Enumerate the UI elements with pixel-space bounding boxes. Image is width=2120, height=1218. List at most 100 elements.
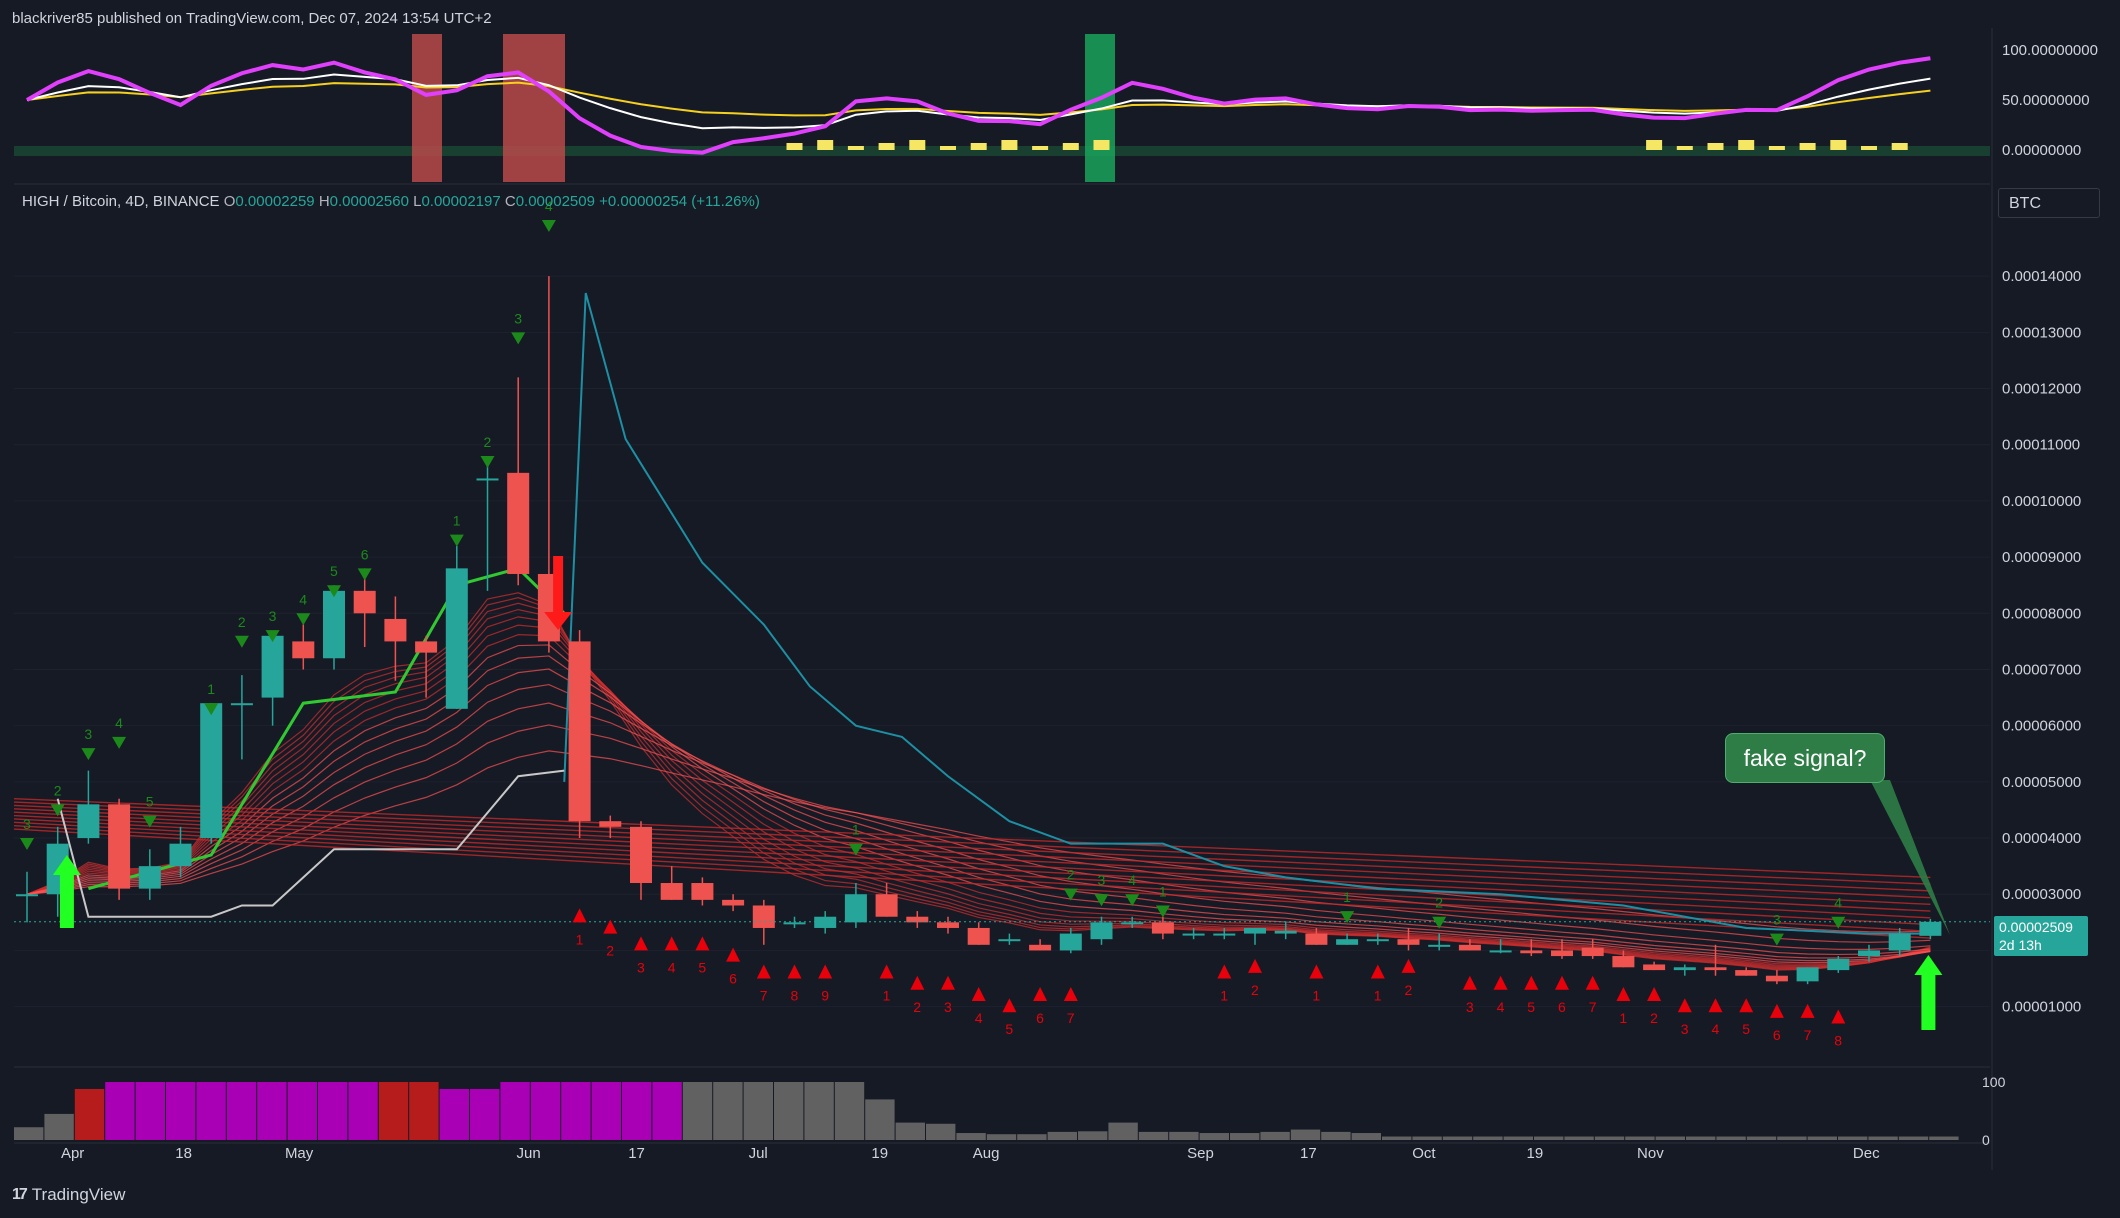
td-sell-count: 2 xyxy=(238,614,246,630)
volume-bar xyxy=(439,1088,469,1140)
time-tick-label: 19 xyxy=(1527,1145,1544,1162)
candle-body xyxy=(169,843,192,867)
candle-body xyxy=(660,883,683,900)
td-buy-count: 1 xyxy=(1374,988,1382,1004)
volume-bar xyxy=(1138,1131,1169,1140)
candle-body xyxy=(1336,939,1359,945)
blue-moving-average xyxy=(563,292,1931,935)
candle-body xyxy=(1428,944,1451,947)
candle-body xyxy=(200,703,223,839)
price-tick-label: 0.00013000 xyxy=(2002,324,2081,341)
td-buy-count: 5 xyxy=(698,959,706,975)
td-buy-marker xyxy=(1462,975,1477,990)
volume-bar xyxy=(774,1082,804,1140)
candle-body xyxy=(1643,964,1666,971)
time-tick-label: Jul xyxy=(749,1145,768,1162)
td-sell-count: 2 xyxy=(484,434,492,450)
volume-bar xyxy=(135,1082,165,1140)
td-buy-count: 2 xyxy=(1650,1010,1658,1026)
high-label: H xyxy=(318,193,330,210)
td-sell-count: 5 xyxy=(330,563,338,579)
volume-bar xyxy=(1169,1131,1199,1140)
price-tick-label: 0.00007000 xyxy=(2002,661,2081,678)
oscillator-histogram-bar xyxy=(1001,140,1018,150)
td-buy-marker xyxy=(1063,987,1078,1002)
td-buy-count: 2 xyxy=(913,999,921,1015)
candle-body xyxy=(16,894,38,897)
candle-body xyxy=(1858,950,1880,957)
td-buy-count: 6 xyxy=(1773,1027,1781,1043)
open-label: O xyxy=(223,193,236,210)
candle-body xyxy=(261,635,284,698)
footer-brand-label: TradingView xyxy=(31,1185,126,1204)
oscillator-histogram-bar xyxy=(1891,143,1908,150)
volume-bar xyxy=(1929,1136,1959,1140)
currency-selector[interactable]: BTC xyxy=(1998,188,2100,218)
volume-bar xyxy=(500,1082,530,1140)
td-buy-marker xyxy=(1585,975,1600,990)
oscillator-histogram-bar xyxy=(940,146,956,150)
annotation-bubble[interactable]: fake signal? xyxy=(1725,733,1885,783)
time-tick-label: Dec xyxy=(1853,1145,1880,1162)
candle-body xyxy=(998,939,1021,942)
buy-arrow-icon-shaft xyxy=(1921,973,1936,1030)
td-sell-count: 1 xyxy=(207,681,215,697)
price-tick-label: 0.00014000 xyxy=(2002,268,2081,285)
td-sell-count: 3 xyxy=(23,816,31,832)
volume-bar xyxy=(1078,1131,1108,1140)
td-buy-marker xyxy=(695,936,710,951)
candle-body xyxy=(77,804,100,839)
td-buy-count: 3 xyxy=(944,999,952,1015)
volume-bar xyxy=(561,1082,591,1140)
oscillator-histogram-bar xyxy=(1062,143,1079,150)
td-buy-marker xyxy=(818,964,833,979)
sell-arrow-icon-shaft xyxy=(553,556,564,614)
ma-ribbon-line xyxy=(26,655,1931,962)
candle-body xyxy=(1827,958,1850,971)
footer-brand[interactable]: 17 TradingView xyxy=(12,1185,125,1205)
volume-bar xyxy=(257,1082,287,1140)
td-buy-count: 3 xyxy=(637,959,645,975)
td-buy-marker xyxy=(1493,975,1508,990)
td-sell-marker xyxy=(234,635,249,648)
buy-arrow-icon-head xyxy=(52,855,81,875)
close-value: 0.00002509 xyxy=(515,193,595,210)
oscillator-histogram-bar xyxy=(1830,140,1847,150)
td-buy-count: 8 xyxy=(1834,1032,1842,1048)
oscillator-histogram-bar xyxy=(1799,143,1816,150)
volume-bar xyxy=(1686,1136,1716,1140)
volume-bar xyxy=(105,1082,135,1140)
td-sell-marker xyxy=(1125,894,1140,907)
td-buy-marker xyxy=(1831,1009,1846,1024)
volume-bar xyxy=(1230,1133,1260,1140)
volume-bar xyxy=(470,1088,500,1140)
price-tick-label: 0.00001000 xyxy=(2002,999,2081,1016)
oscillator-histogram-bar xyxy=(1093,140,1110,150)
td-buy-marker xyxy=(1647,987,1662,1002)
trend-ribbon-line xyxy=(13,818,1931,919)
oscillator-tick-label: 0.00000000 xyxy=(2002,142,2081,159)
volume-bar xyxy=(986,1134,1017,1140)
publisher-line: blackriver85 published on TradingView.co… xyxy=(12,10,492,27)
volume-tick-label: 100 xyxy=(1982,1074,2006,1090)
price-tick-label: 0.00011000 xyxy=(2002,437,2080,454)
oscillator-histogram-bar xyxy=(1707,143,1724,150)
volume-bar xyxy=(378,1082,409,1140)
trend-ribbon-line xyxy=(13,821,1931,926)
candle-body xyxy=(476,478,499,481)
change-value: +0.00000254 (+11.26%) xyxy=(599,193,760,210)
oscillator-histogram-bar xyxy=(1676,146,1693,150)
signal-column xyxy=(503,34,565,182)
candle-body xyxy=(384,618,407,642)
ma-ribbon-line xyxy=(26,644,1931,964)
candle-body xyxy=(1458,944,1481,951)
candle-body xyxy=(1213,933,1236,936)
td-sell-marker xyxy=(265,630,280,643)
td-buy-marker xyxy=(603,919,618,934)
volume-bar xyxy=(226,1082,257,1140)
oscillator-histogram-bar xyxy=(847,146,864,150)
volume-bar xyxy=(14,1127,44,1140)
volume-bar xyxy=(622,1082,652,1140)
oscillator-histogram-bar xyxy=(1738,140,1755,150)
